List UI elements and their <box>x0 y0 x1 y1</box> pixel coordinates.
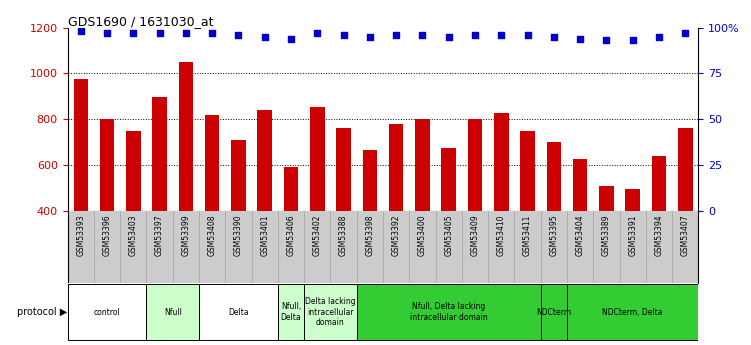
Point <box>416 32 428 38</box>
Text: GSM53388: GSM53388 <box>339 214 348 256</box>
Bar <box>205 115 219 302</box>
Bar <box>547 142 561 302</box>
Text: Delta: Delta <box>228 308 249 317</box>
Text: GSM53407: GSM53407 <box>681 214 689 256</box>
Bar <box>494 114 508 302</box>
Bar <box>336 128 351 302</box>
Bar <box>179 62 193 302</box>
Point <box>469 32 481 38</box>
Text: GSM53408: GSM53408 <box>208 214 216 256</box>
Text: NDCterm, Delta: NDCterm, Delta <box>602 308 663 317</box>
Bar <box>199 284 278 341</box>
Bar <box>541 284 567 341</box>
Bar <box>363 150 377 302</box>
Text: GSM53394: GSM53394 <box>655 214 663 256</box>
Bar <box>599 186 614 302</box>
Text: GSM53400: GSM53400 <box>418 214 427 256</box>
Bar <box>231 140 246 302</box>
Text: GSM53390: GSM53390 <box>234 214 243 256</box>
Point <box>285 36 297 41</box>
Text: GSM53411: GSM53411 <box>523 214 532 256</box>
Point <box>101 30 113 36</box>
Bar <box>573 159 587 302</box>
Bar <box>678 128 692 302</box>
Text: GSM53406: GSM53406 <box>287 214 295 256</box>
Text: GSM53399: GSM53399 <box>182 214 190 256</box>
Point <box>364 34 376 40</box>
Point <box>443 34 455 40</box>
Point <box>575 36 587 41</box>
Point <box>626 38 638 43</box>
Text: GSM53405: GSM53405 <box>445 214 453 256</box>
Bar <box>389 124 403 302</box>
Point <box>258 34 271 40</box>
Text: GSM53403: GSM53403 <box>129 214 137 256</box>
Text: GSM53401: GSM53401 <box>261 214 269 256</box>
Bar <box>284 167 298 302</box>
Bar <box>415 119 430 302</box>
Point <box>548 34 560 40</box>
Text: GSM53410: GSM53410 <box>497 214 505 256</box>
Text: GSM53398: GSM53398 <box>366 214 374 256</box>
Bar <box>468 119 482 302</box>
Bar <box>626 189 640 302</box>
Text: Nfull,
Delta: Nfull, Delta <box>281 303 301 322</box>
Text: GSM53404: GSM53404 <box>576 214 584 256</box>
Bar <box>442 148 456 302</box>
Bar <box>126 131 140 302</box>
Point <box>521 32 533 38</box>
Text: GSM53397: GSM53397 <box>155 214 164 256</box>
Bar <box>100 119 114 302</box>
Text: Delta lacking
intracellular
domain: Delta lacking intracellular domain <box>305 297 356 327</box>
Point <box>601 38 613 43</box>
Text: GSM53391: GSM53391 <box>629 214 637 256</box>
Text: GSM53395: GSM53395 <box>550 214 558 256</box>
Text: Nfull: Nfull <box>164 308 182 317</box>
Bar <box>520 131 535 302</box>
Text: GSM53402: GSM53402 <box>313 214 321 256</box>
Bar <box>68 284 146 341</box>
Text: GSM53396: GSM53396 <box>103 214 111 256</box>
Text: GSM53393: GSM53393 <box>77 214 85 256</box>
Point <box>128 30 140 36</box>
Point <box>180 30 192 36</box>
Point <box>206 30 219 36</box>
Point <box>679 30 691 36</box>
Bar <box>258 110 272 302</box>
Text: GSM53392: GSM53392 <box>392 214 400 256</box>
Bar <box>278 284 304 341</box>
Text: GSM53409: GSM53409 <box>471 214 479 256</box>
Point <box>391 32 403 38</box>
Point <box>496 32 508 38</box>
Point <box>653 34 665 40</box>
Point <box>233 32 245 38</box>
Bar <box>567 284 698 341</box>
Bar <box>310 107 324 302</box>
Text: NDCterm: NDCterm <box>536 308 572 317</box>
Bar <box>357 284 541 341</box>
Bar <box>146 284 199 341</box>
Bar <box>304 284 357 341</box>
Text: control: control <box>94 308 120 317</box>
Bar <box>652 156 666 302</box>
Text: GSM53389: GSM53389 <box>602 214 611 256</box>
Text: GDS1690 / 1631030_at: GDS1690 / 1631030_at <box>68 14 213 28</box>
Point <box>154 30 166 36</box>
Bar <box>152 97 167 302</box>
Text: protocol ▶: protocol ▶ <box>17 307 68 317</box>
Point <box>75 29 87 34</box>
Text: Nfull, Delta lacking
intracellular domain: Nfull, Delta lacking intracellular domai… <box>410 303 487 322</box>
Bar <box>74 79 88 302</box>
Point <box>338 32 350 38</box>
Point <box>312 30 324 36</box>
